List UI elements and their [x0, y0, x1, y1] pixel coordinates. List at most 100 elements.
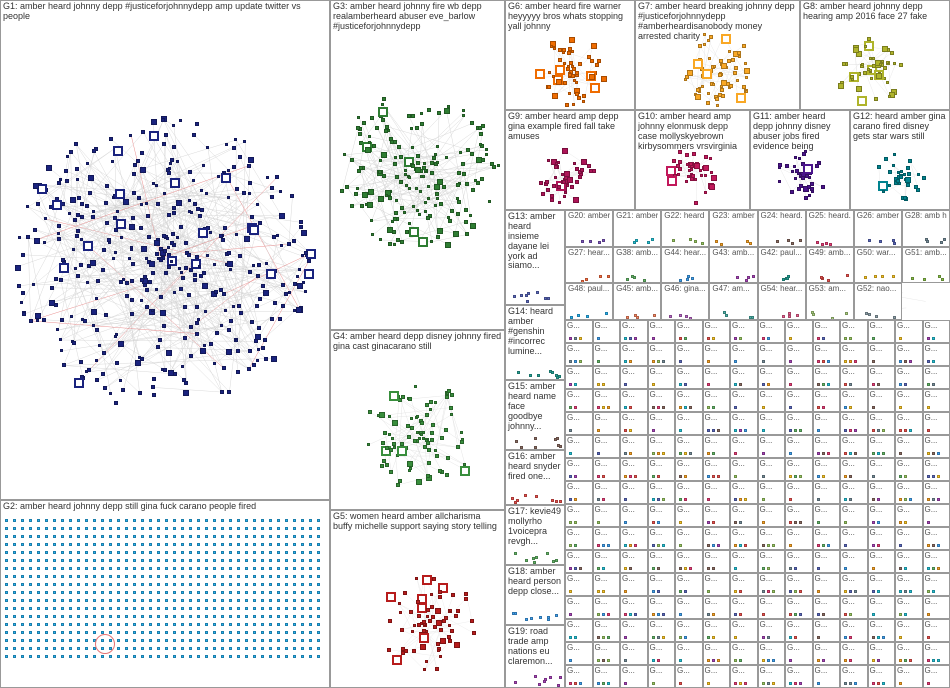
grid-node[interactable] [165, 607, 168, 610]
tiny-node[interactable] [817, 452, 820, 455]
network-node[interactable] [409, 467, 412, 470]
mini-node[interactable] [525, 294, 528, 297]
grid-node[interactable] [317, 535, 320, 538]
network-node[interactable] [415, 187, 418, 190]
grid-node[interactable] [261, 527, 264, 530]
mini-node[interactable] [589, 240, 592, 243]
tiny-node[interactable] [629, 544, 632, 547]
network-node[interactable] [392, 420, 398, 426]
tiny-node[interactable] [679, 406, 682, 409]
grid-node[interactable] [69, 583, 72, 586]
mini-node[interactable] [525, 559, 528, 562]
grid-node[interactable] [141, 631, 144, 634]
network-node[interactable] [567, 177, 573, 183]
grid-node[interactable] [229, 607, 232, 610]
network-node[interactable] [396, 483, 400, 487]
network-node[interactable] [358, 132, 362, 136]
grid-node[interactable] [109, 559, 112, 562]
network-node[interactable] [420, 421, 424, 425]
network-node[interactable] [131, 216, 135, 220]
network-node[interactable] [90, 260, 96, 266]
grid-node[interactable] [69, 559, 72, 562]
tiny-node[interactable] [569, 475, 572, 478]
tiny-node[interactable] [574, 567, 577, 570]
tiny-node[interactable] [734, 613, 737, 616]
tiny-node[interactable] [734, 452, 737, 455]
tiny-node[interactable] [767, 567, 770, 570]
grid-node[interactable] [109, 655, 112, 658]
network-node[interactable] [420, 122, 424, 126]
network-node[interactable] [202, 283, 208, 289]
tiny-node[interactable] [624, 613, 627, 616]
network-node[interactable] [79, 263, 83, 267]
grid-node[interactable] [205, 559, 208, 562]
tiny-node[interactable] [877, 590, 880, 593]
network-node[interactable] [442, 619, 446, 623]
grid-node[interactable] [269, 631, 272, 634]
network-node[interactable] [220, 324, 223, 327]
grid-node[interactable] [53, 615, 56, 618]
grid-node[interactable] [85, 607, 88, 610]
tiny-node[interactable] [739, 429, 742, 432]
network-node[interactable] [715, 97, 719, 101]
grid-node[interactable] [61, 527, 64, 530]
grid-node[interactable] [133, 647, 136, 650]
grid-node[interactable] [181, 567, 184, 570]
network-node[interactable] [803, 164, 813, 174]
network-node[interactable] [906, 183, 910, 187]
network-node[interactable] [418, 237, 428, 247]
network-node[interactable] [70, 315, 73, 318]
network-node[interactable] [557, 161, 560, 164]
tiny-node[interactable] [744, 544, 747, 547]
tiny-node[interactable] [602, 544, 605, 547]
network-node[interactable] [410, 127, 413, 130]
grid-node[interactable] [101, 591, 104, 594]
grid-node[interactable] [37, 535, 40, 538]
network-node[interactable] [474, 179, 477, 182]
network-node[interactable] [850, 75, 854, 79]
grid-node[interactable] [197, 647, 200, 650]
network-node[interactable] [466, 148, 470, 152]
network-node[interactable] [412, 205, 415, 208]
network-node[interactable] [703, 165, 709, 171]
grid-node[interactable] [301, 583, 304, 586]
grid-node[interactable] [245, 631, 248, 634]
grid-node[interactable] [213, 647, 216, 650]
mini-node[interactable] [526, 300, 529, 303]
grid-node[interactable] [85, 535, 88, 538]
network-node[interactable] [131, 262, 135, 266]
grid-node[interactable] [237, 623, 240, 626]
grid-node[interactable] [253, 551, 256, 554]
grid-node[interactable] [285, 615, 288, 618]
network-node[interactable] [403, 591, 407, 595]
network-node[interactable] [406, 424, 410, 428]
tiny-node[interactable] [629, 567, 632, 570]
tiny-node[interactable] [882, 636, 885, 639]
tiny-node[interactable] [602, 406, 605, 409]
grid-node[interactable] [269, 599, 272, 602]
tiny-node[interactable] [662, 406, 665, 409]
grid-node[interactable] [317, 631, 320, 634]
network-node[interactable] [184, 381, 188, 385]
grid-node[interactable] [61, 551, 64, 554]
network-node[interactable] [229, 319, 233, 323]
network-node[interactable] [393, 446, 396, 449]
tiny-node[interactable] [899, 682, 902, 685]
mini-node[interactable] [631, 275, 634, 278]
grid-node[interactable] [109, 591, 112, 594]
tiny-node[interactable] [762, 521, 765, 524]
tiny-node[interactable] [822, 406, 825, 409]
tiny-node[interactable] [762, 452, 765, 455]
grid-node[interactable] [261, 551, 264, 554]
grid-node[interactable] [293, 535, 296, 538]
network-node[interactable] [439, 202, 443, 206]
grid-node[interactable] [229, 647, 232, 650]
network-node[interactable] [408, 397, 412, 401]
network-node[interactable] [270, 317, 274, 321]
grid-node[interactable] [253, 655, 256, 658]
network-node[interactable] [104, 313, 108, 317]
grid-node[interactable] [117, 535, 120, 538]
tiny-node[interactable] [789, 452, 792, 455]
grid-node[interactable] [181, 631, 184, 634]
tiny-node[interactable] [799, 682, 802, 685]
